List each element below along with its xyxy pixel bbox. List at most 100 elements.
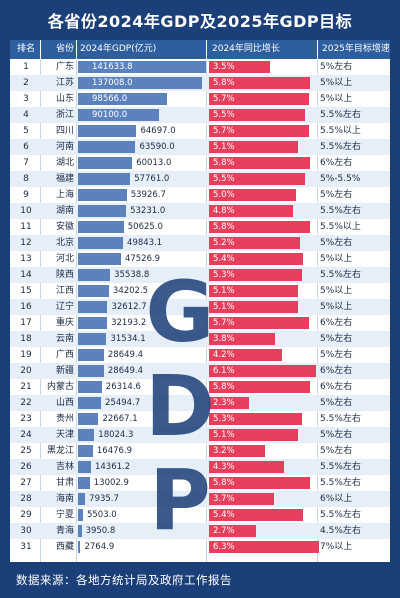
- growth-bar: [209, 141, 299, 153]
- province-cell: 云南: [55, 334, 74, 344]
- province-cell: 天津: [55, 430, 74, 440]
- rank-cell: 31: [20, 542, 32, 552]
- province-cell: 西藏: [55, 542, 74, 552]
- gdp-value-label: 53926.7: [130, 190, 166, 200]
- gdp-bar: [78, 269, 111, 281]
- rank-cell: 8: [23, 174, 29, 184]
- gdp-value-label: 32612.7: [111, 302, 147, 312]
- table-row: 18 云南 31534.1 3.8% 5%左右: [10, 331, 390, 347]
- growth-bar: [209, 333, 276, 345]
- table-row: 12 北京 49843.1 5.2% 5%左右: [10, 235, 390, 251]
- target-cell: 6%左右: [320, 318, 353, 328]
- growth-value-label: 3.8%: [213, 334, 235, 344]
- target-cell: 6%左右: [320, 158, 353, 168]
- growth-value-label: 4.3%: [213, 462, 235, 472]
- gdp-value-label: 31534.1: [110, 334, 146, 344]
- growth-bar: [209, 269, 302, 281]
- province-cell: 吉林: [55, 462, 74, 472]
- rank-cell: 14: [20, 270, 32, 280]
- table-row: 23 贵州 22667.1 5.3% 5.5%左右: [10, 411, 390, 427]
- rank-cell: 11: [20, 222, 32, 232]
- growth-value-label: 5.8%: [213, 382, 235, 392]
- gdp-bar: [78, 301, 108, 313]
- rank-cell: 5: [23, 126, 29, 136]
- table-row: 4 浙江 90100.0 5.5% 5.5%左右: [10, 107, 390, 123]
- header-target: 2025年目标增速: [322, 44, 390, 54]
- target-cell: 5.5%左右: [320, 206, 361, 216]
- gdp-value-label: 64697.0: [140, 126, 176, 136]
- header-divider: [317, 40, 318, 59]
- table-row: 24 天津 18024.3 5.1% 5%左右: [10, 427, 390, 443]
- growth-bar: [209, 381, 311, 393]
- target-cell: 5.5%左右: [320, 462, 361, 472]
- table-row: 7 湖北 60013.0 5.8% 6%左右: [10, 155, 390, 171]
- province-cell: 湖南: [55, 206, 74, 216]
- target-cell: 5%左右: [320, 430, 353, 440]
- gdp-bar: [78, 477, 90, 489]
- gdp-bar: [78, 541, 81, 553]
- gdp-table: 排名 省份 2024年GDP(亿元) 2024年同比增长 2025年目标增速 1…: [10, 40, 390, 562]
- rank-cell: 29: [20, 510, 32, 520]
- rank-cell: 3: [23, 94, 29, 104]
- province-cell: 浙江: [55, 110, 74, 120]
- growth-bar: [209, 77, 311, 89]
- gdp-value-label: 63590.0: [139, 142, 175, 152]
- gdp-bar: [78, 205, 127, 217]
- growth-value-label: 6.3%: [213, 542, 235, 552]
- gdp-value-label: 5503.0: [86, 510, 117, 520]
- rank-cell: 19: [20, 350, 32, 360]
- gdp-bar: [78, 109, 160, 121]
- gdp-bar: [78, 429, 95, 441]
- province-cell: 甘肃: [55, 478, 74, 488]
- growth-bar: [209, 125, 309, 137]
- gdp-value-label: 18024.3: [98, 430, 134, 440]
- gdp-value-label: 28649.4: [107, 366, 144, 376]
- rank-cell: 6: [23, 142, 29, 152]
- target-cell: 7%以上: [320, 542, 353, 552]
- growth-bar: [209, 413, 302, 425]
- table-row: 3 山东 98566.0 5.7% 5%以上: [10, 91, 390, 107]
- table-row: 27 甘肃 13002.9 5.8% 5.5%左右: [10, 475, 390, 491]
- gdp-bar: [78, 445, 93, 457]
- province-cell: 内蒙古: [46, 382, 74, 392]
- growth-bar: [209, 93, 309, 105]
- gdp-value-label: 13002.9: [93, 478, 129, 488]
- table-row: 29 宁夏 5503.0 5.4% 5.5%左右: [10, 507, 390, 523]
- province-cell: 广东: [55, 62, 74, 72]
- gdp-bar: [78, 141, 136, 153]
- gdp-value-label: 16476.9: [96, 446, 133, 456]
- growth-value-label: 5.2%: [213, 238, 235, 248]
- table-row: 17 重庆 32193.2 5.7% 6%左右: [10, 315, 390, 331]
- target-cell: 4.5%左右: [320, 526, 361, 536]
- table-row: 25 黑龙江 16476.9 3.2% 5%左右: [10, 443, 390, 459]
- target-cell: 5%以上: [320, 78, 353, 88]
- rank-cell: 20: [20, 366, 32, 376]
- growth-value-label: 5.5%: [213, 110, 235, 120]
- gdp-bar: [78, 77, 202, 89]
- gdp-value-label: 98566.0: [92, 94, 128, 104]
- gdp-value-label: 90100.0: [92, 110, 128, 120]
- rank-cell: 23: [20, 414, 32, 424]
- gdp-value-label: 141633.8: [92, 62, 133, 72]
- rank-cell: 2: [23, 78, 29, 88]
- header-gdp: 2024年GDP(亿元): [80, 44, 157, 54]
- growth-value-label: 5.5%: [213, 174, 235, 184]
- province-cell: 四川: [55, 126, 74, 136]
- target-cell: 5%左右: [320, 350, 353, 360]
- growth-bar: [209, 349, 283, 361]
- growth-value-label: 3.7%: [213, 494, 235, 504]
- growth-bar: [209, 189, 297, 201]
- province-cell: 湖北: [55, 158, 74, 168]
- province-cell: 陕西: [55, 270, 74, 280]
- province-cell: 宁夏: [55, 510, 74, 520]
- rank-cell: 24: [20, 430, 32, 440]
- target-cell: 5.5%左右: [320, 510, 361, 520]
- target-cell: 5%-5.5%: [320, 174, 361, 184]
- table-row: 22 山西 25494.7 2.3% 5%左右: [10, 395, 390, 411]
- page-title: 各省份2024年GDP及2025年GDP目标: [47, 12, 353, 31]
- growth-value-label: 5.8%: [213, 158, 235, 168]
- province-cell: 重庆: [55, 318, 74, 328]
- growth-value-label: 5.8%: [213, 222, 235, 232]
- target-cell: 5%左右: [320, 190, 353, 200]
- gdp-bar: [78, 221, 124, 233]
